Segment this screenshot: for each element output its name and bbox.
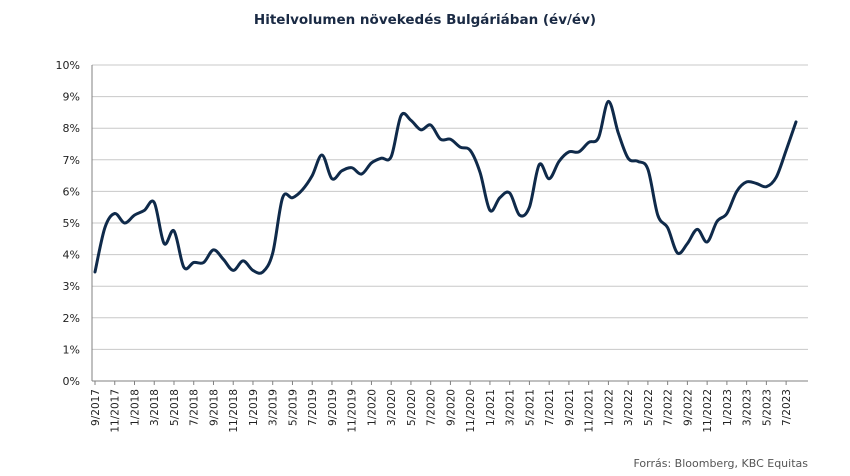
x-tick-label: 9/2020 <box>445 389 457 426</box>
gridlines <box>92 64 808 350</box>
y-tick-label: 6% <box>63 185 80 198</box>
x-tick-label: 1/2018 <box>129 389 141 426</box>
x-tick-label: 3/2018 <box>149 389 161 426</box>
x-tick-label: 11/2020 <box>465 389 477 433</box>
y-tick-label: 3% <box>63 280 80 293</box>
x-tick-label: 7/2020 <box>426 389 438 426</box>
x-tick-label: 5/2022 <box>643 389 655 426</box>
x-axis-ticks: 9/2017 11/2017 1/2018 3/2018 5/2018 7/2018 9/2… <box>90 381 793 433</box>
x-tick-label: 11/2017 <box>110 389 122 433</box>
y-tick-label: 1% <box>63 343 80 356</box>
x-tick-label: 7/2022 <box>663 389 675 426</box>
x-tick-label: 5/2023 <box>761 389 773 426</box>
x-tick-label: 9/2019 <box>327 389 339 426</box>
y-tick-label: 2% <box>63 312 80 325</box>
y-tick-label: 0% <box>63 375 80 388</box>
series-group <box>93 99 798 275</box>
x-tick-label: 1/2020 <box>366 389 378 426</box>
x-tick-label: 1/2019 <box>248 389 260 426</box>
y-tick-label: 10% <box>56 59 80 72</box>
x-tick-label: 5/2021 <box>524 389 536 426</box>
x-tick-label: 11/2022 <box>702 389 714 433</box>
x-tick-label: 11/2021 <box>584 389 596 433</box>
source-note: Forrás: Bloomberg, KBC Equitas <box>633 457 808 470</box>
x-tick-label: 9/2022 <box>682 389 694 426</box>
x-tick-label: 7/2018 <box>189 389 201 426</box>
x-tick-label: 3/2022 <box>623 389 635 426</box>
x-tick-label: 3/2023 <box>742 389 754 426</box>
x-tick-label: 7/2021 <box>544 389 556 426</box>
x-tick-label: 7/2019 <box>307 389 319 426</box>
y-axis-ticks: 0% 1% 2% 3% 4% 5% 6% 7% 8% 9% 10% <box>56 59 80 388</box>
x-tick-label: 11/2019 <box>347 389 359 433</box>
x-tick-label: 9/2021 <box>564 389 576 426</box>
x-tick-label: 1/2022 <box>603 389 615 426</box>
x-tick-label: 1/2023 <box>722 389 734 426</box>
y-tick-label: 4% <box>63 249 80 262</box>
x-tick-label: 5/2019 <box>287 389 299 426</box>
chart-title: Hitelvolumen növekedés Bulgáriában (év/é… <box>254 12 596 28</box>
x-tick-label: 9/2018 <box>208 389 220 426</box>
y-tick-label: 9% <box>63 91 80 104</box>
x-tick-label: 3/2020 <box>386 389 398 426</box>
x-tick-label: 3/2019 <box>268 389 280 426</box>
y-tick-label: 7% <box>63 154 80 167</box>
x-tick-label: 11/2018 <box>228 389 240 433</box>
series-line <box>93 99 798 275</box>
x-tick-label: 7/2023 <box>781 389 793 426</box>
x-tick-label: 3/2021 <box>505 389 517 426</box>
x-tick-label: 1/2021 <box>485 389 497 426</box>
y-tick-label: 8% <box>63 122 80 135</box>
x-tick-label: 5/2018 <box>169 389 181 426</box>
x-tick-label: 9/2017 <box>90 389 102 426</box>
y-tick-label: 5% <box>63 217 80 230</box>
x-tick-label: 5/2020 <box>406 389 418 426</box>
